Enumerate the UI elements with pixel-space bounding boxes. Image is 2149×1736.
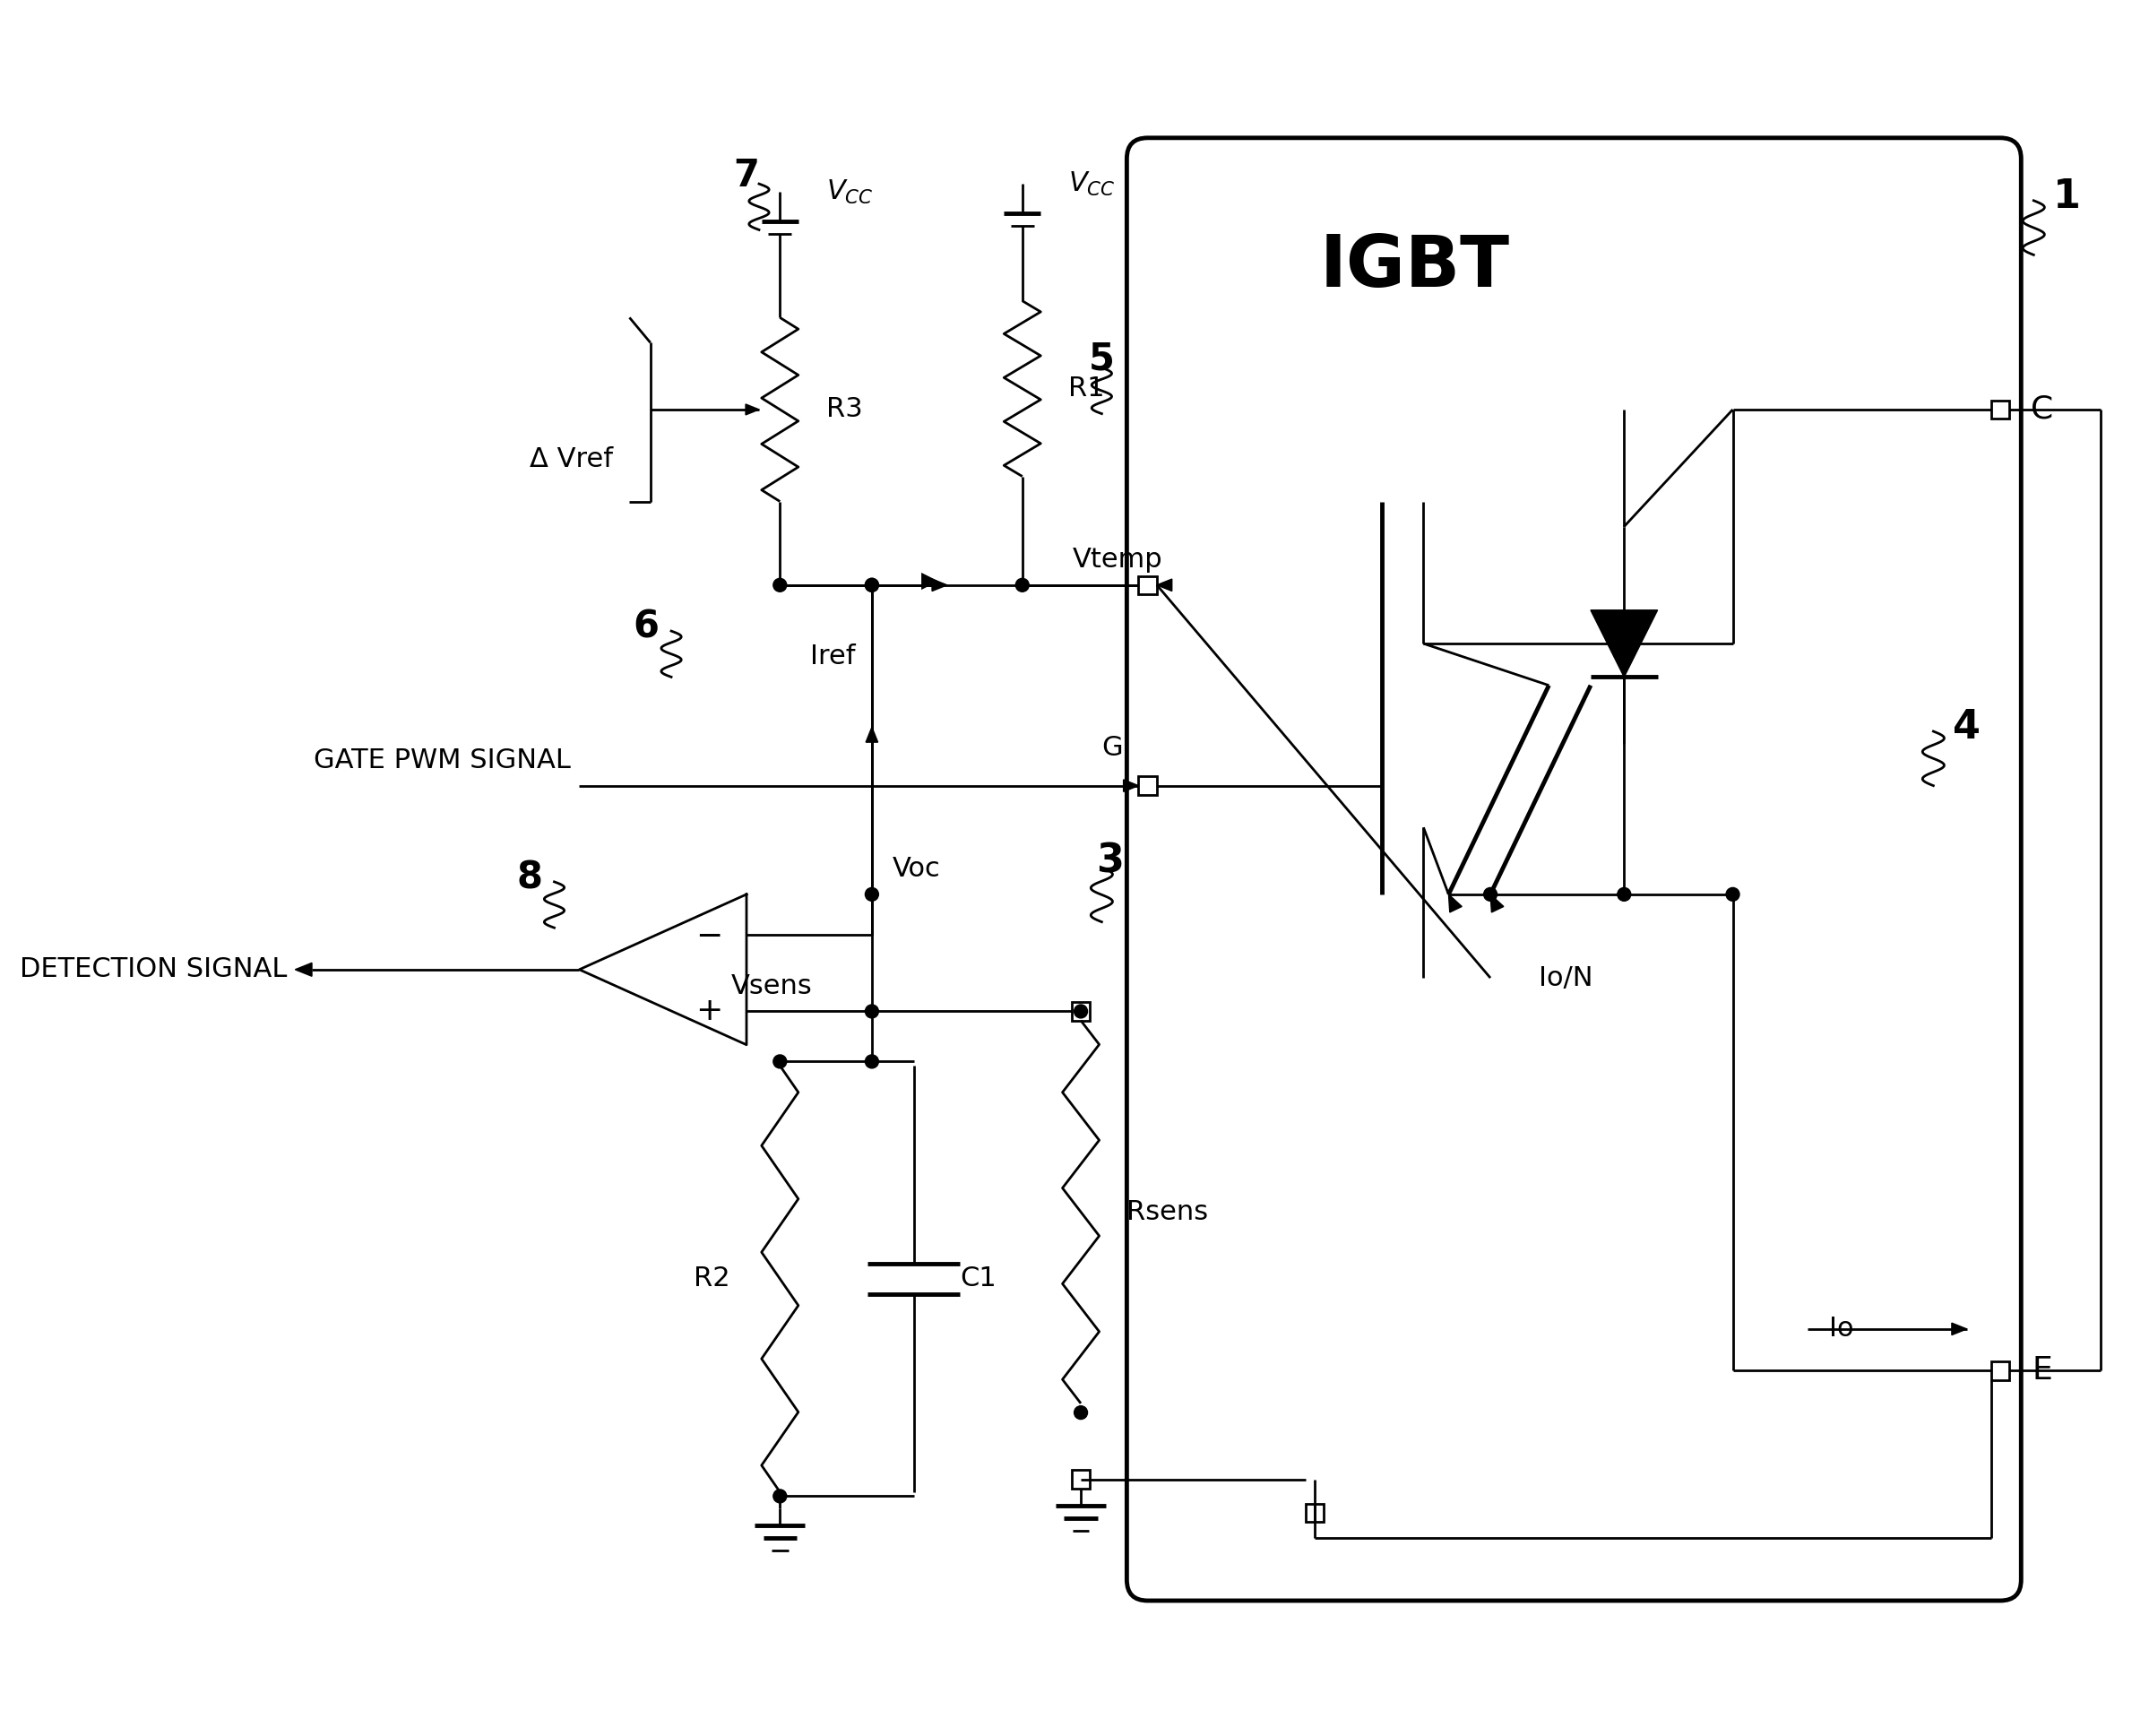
Text: 6: 6 xyxy=(634,608,660,646)
Text: +: + xyxy=(696,996,722,1026)
Bar xyxy=(1307,1503,1324,1522)
Circle shape xyxy=(1074,1406,1087,1420)
Circle shape xyxy=(774,1055,787,1068)
Polygon shape xyxy=(294,963,312,976)
Polygon shape xyxy=(1156,580,1171,590)
Text: 1: 1 xyxy=(2052,177,2080,215)
Text: C: C xyxy=(2031,394,2052,425)
Circle shape xyxy=(1483,887,1498,901)
Circle shape xyxy=(774,1489,787,1503)
Polygon shape xyxy=(866,727,879,743)
Text: Iref: Iref xyxy=(810,642,855,668)
Polygon shape xyxy=(1590,609,1657,677)
Circle shape xyxy=(1618,887,1631,901)
Text: 3: 3 xyxy=(1096,842,1124,880)
Text: R3: R3 xyxy=(825,396,862,422)
Text: Vsens: Vsens xyxy=(731,974,812,1000)
Bar xyxy=(1139,576,1156,594)
Text: E: E xyxy=(2031,1356,2052,1385)
Polygon shape xyxy=(1124,779,1139,792)
Polygon shape xyxy=(1448,894,1461,913)
Text: IGBT: IGBT xyxy=(1319,233,1511,302)
Text: Vtemp: Vtemp xyxy=(1072,547,1163,573)
Text: Rsens: Rsens xyxy=(1126,1200,1208,1226)
Text: $V_{CC}$: $V_{CC}$ xyxy=(1068,170,1115,198)
Circle shape xyxy=(866,887,879,901)
Polygon shape xyxy=(1951,1323,1966,1335)
Polygon shape xyxy=(933,580,948,590)
Polygon shape xyxy=(1491,894,1504,913)
Circle shape xyxy=(866,1055,879,1068)
Text: Δ Vref: Δ Vref xyxy=(529,446,612,472)
Bar xyxy=(1990,401,2009,418)
Text: $V_{CC}$: $V_{CC}$ xyxy=(825,179,872,207)
Bar xyxy=(1072,1470,1090,1489)
Circle shape xyxy=(866,578,879,592)
Text: DETECTION SIGNAL: DETECTION SIGNAL xyxy=(19,957,286,983)
Circle shape xyxy=(1016,578,1029,592)
Bar xyxy=(1990,1361,2009,1380)
Text: 4: 4 xyxy=(1953,708,1981,746)
Text: R2: R2 xyxy=(694,1266,731,1292)
Circle shape xyxy=(1726,887,1739,901)
Text: −: − xyxy=(696,920,722,951)
Text: C1: C1 xyxy=(961,1266,997,1292)
Text: 7: 7 xyxy=(733,156,759,194)
Text: 8: 8 xyxy=(516,859,542,896)
Polygon shape xyxy=(746,404,759,415)
Bar xyxy=(1072,1002,1090,1021)
Text: 5: 5 xyxy=(1090,340,1115,378)
Text: Io/N: Io/N xyxy=(1539,965,1592,991)
Circle shape xyxy=(774,578,787,592)
Circle shape xyxy=(1074,1005,1087,1017)
Text: ▶: ▶ xyxy=(922,569,939,592)
Text: GATE PWM SIGNAL: GATE PWM SIGNAL xyxy=(314,748,572,774)
Text: Voc: Voc xyxy=(892,856,941,882)
Text: Io: Io xyxy=(1829,1316,1855,1342)
Circle shape xyxy=(866,578,879,592)
Text: R1: R1 xyxy=(1068,375,1105,401)
Text: G: G xyxy=(1102,734,1122,760)
Bar xyxy=(1139,776,1156,795)
Circle shape xyxy=(866,1005,879,1017)
